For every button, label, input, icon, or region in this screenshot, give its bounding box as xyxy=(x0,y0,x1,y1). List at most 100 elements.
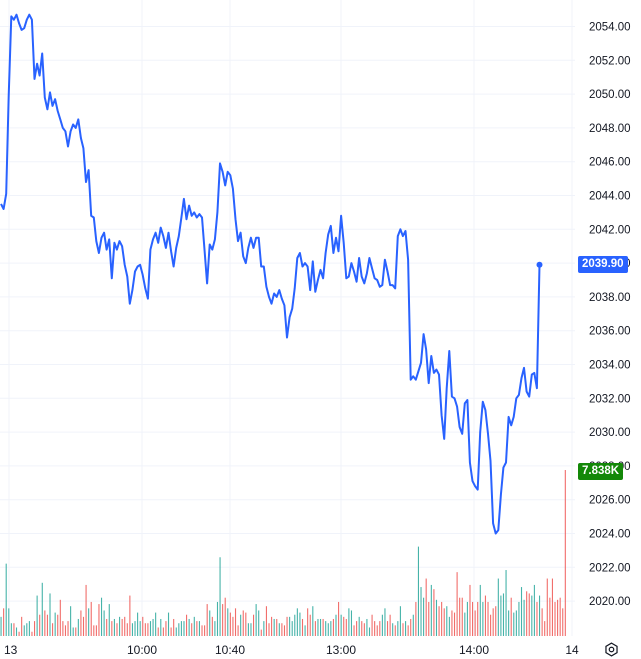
volume-bar xyxy=(294,614,296,636)
volume-bar xyxy=(304,625,306,636)
y-tick-label: 2038.00 xyxy=(589,292,631,304)
volume-bar xyxy=(384,608,386,636)
volume-bar xyxy=(149,621,152,636)
volume-bar xyxy=(405,621,407,636)
volume-bar xyxy=(75,627,77,636)
volume-bar xyxy=(469,584,471,636)
volume-bar xyxy=(438,606,440,636)
volume-bar xyxy=(134,621,136,636)
volume-bar xyxy=(260,629,262,636)
volume-bar xyxy=(278,623,280,636)
volume-bar xyxy=(26,623,28,636)
x-tick-label: 14 xyxy=(565,643,579,657)
volume-bar xyxy=(121,618,123,636)
x-tick-label: 13 xyxy=(4,643,18,657)
volume-bar xyxy=(124,616,126,636)
volume-bar xyxy=(513,612,515,636)
volume-bar xyxy=(484,595,486,636)
price-series xyxy=(0,13,543,535)
volume-bar xyxy=(453,612,456,636)
volume-bar xyxy=(131,623,134,636)
volume-bar xyxy=(312,606,314,636)
volume-bar xyxy=(363,623,365,636)
volume-bar xyxy=(531,595,533,636)
volume-bar xyxy=(95,625,97,636)
volume-bar xyxy=(8,608,10,636)
volume-bar xyxy=(361,621,363,636)
volume-bar xyxy=(551,578,553,636)
volume-bar xyxy=(129,595,131,636)
volume-bar xyxy=(224,597,226,636)
volume-bar xyxy=(265,606,267,636)
x-tick-label: 13:00 xyxy=(326,643,356,657)
volume-bar xyxy=(374,621,376,636)
volume-bar xyxy=(443,608,445,636)
volume-bar xyxy=(425,578,427,636)
volume-bar xyxy=(204,625,206,636)
volume-bar xyxy=(126,623,128,636)
volume-bar xyxy=(477,601,479,636)
volume-bar xyxy=(245,612,247,636)
volume-bar xyxy=(147,623,149,636)
settings-icon[interactable] xyxy=(604,642,619,657)
volume-bar xyxy=(281,623,283,636)
volume-bar xyxy=(155,612,157,636)
volume-bar xyxy=(211,616,213,636)
volume-bar xyxy=(198,621,200,636)
volume-bar xyxy=(139,621,141,636)
volume-bar xyxy=(451,610,453,636)
volume-bar xyxy=(544,621,546,636)
volume-bar xyxy=(379,621,381,636)
price-line xyxy=(0,13,541,535)
volume-bar xyxy=(157,627,159,636)
y-tick-label: 2034.00 xyxy=(589,360,631,372)
volume-bar xyxy=(464,612,466,636)
volume-bar xyxy=(173,618,175,636)
volume-bar xyxy=(410,618,412,636)
y-tick-label: 2048.00 xyxy=(589,123,631,135)
volume-bar xyxy=(523,599,525,636)
volume-bar xyxy=(142,616,144,636)
volume-bar xyxy=(85,584,87,636)
volume-bar xyxy=(167,612,170,636)
volume-bar xyxy=(515,610,517,636)
volume-bar xyxy=(420,587,422,636)
volume-bar xyxy=(415,601,417,636)
volume-bar xyxy=(399,606,401,636)
volume-bar xyxy=(508,610,510,636)
volume-bar xyxy=(309,614,311,636)
volume-bar xyxy=(152,618,154,636)
volume-bar xyxy=(196,621,198,636)
volume-bar xyxy=(57,614,59,636)
volume-bar xyxy=(46,614,48,636)
volume-bar xyxy=(237,625,239,636)
volume-bar xyxy=(41,582,43,636)
volume-bar xyxy=(59,599,61,636)
volume-bar xyxy=(423,597,425,636)
volume-bar xyxy=(536,601,538,636)
volume-bar xyxy=(255,604,257,636)
volume-bar xyxy=(528,593,530,636)
volume-bar xyxy=(201,625,203,636)
volume-bar xyxy=(253,614,255,636)
volume-bar xyxy=(247,623,249,636)
volume-bar xyxy=(526,591,528,636)
x-tick-label: 10:00 xyxy=(127,643,157,657)
volume-bar xyxy=(116,623,118,636)
volume-bar xyxy=(402,623,404,636)
volume-bar xyxy=(301,618,304,636)
volume-bar xyxy=(175,627,177,636)
volume-bar xyxy=(479,584,481,636)
volume-bar xyxy=(227,608,229,636)
volume-bar xyxy=(13,623,15,636)
volume-bar xyxy=(441,601,443,636)
volume-bar xyxy=(62,621,64,636)
volume-bar xyxy=(381,614,383,636)
volume-bar xyxy=(232,616,234,636)
volume-bar xyxy=(289,616,291,636)
volume-bar xyxy=(77,618,79,636)
volume-bar xyxy=(100,597,103,636)
volume-bar xyxy=(170,627,172,636)
y-tick-label: 2024.00 xyxy=(589,529,631,541)
